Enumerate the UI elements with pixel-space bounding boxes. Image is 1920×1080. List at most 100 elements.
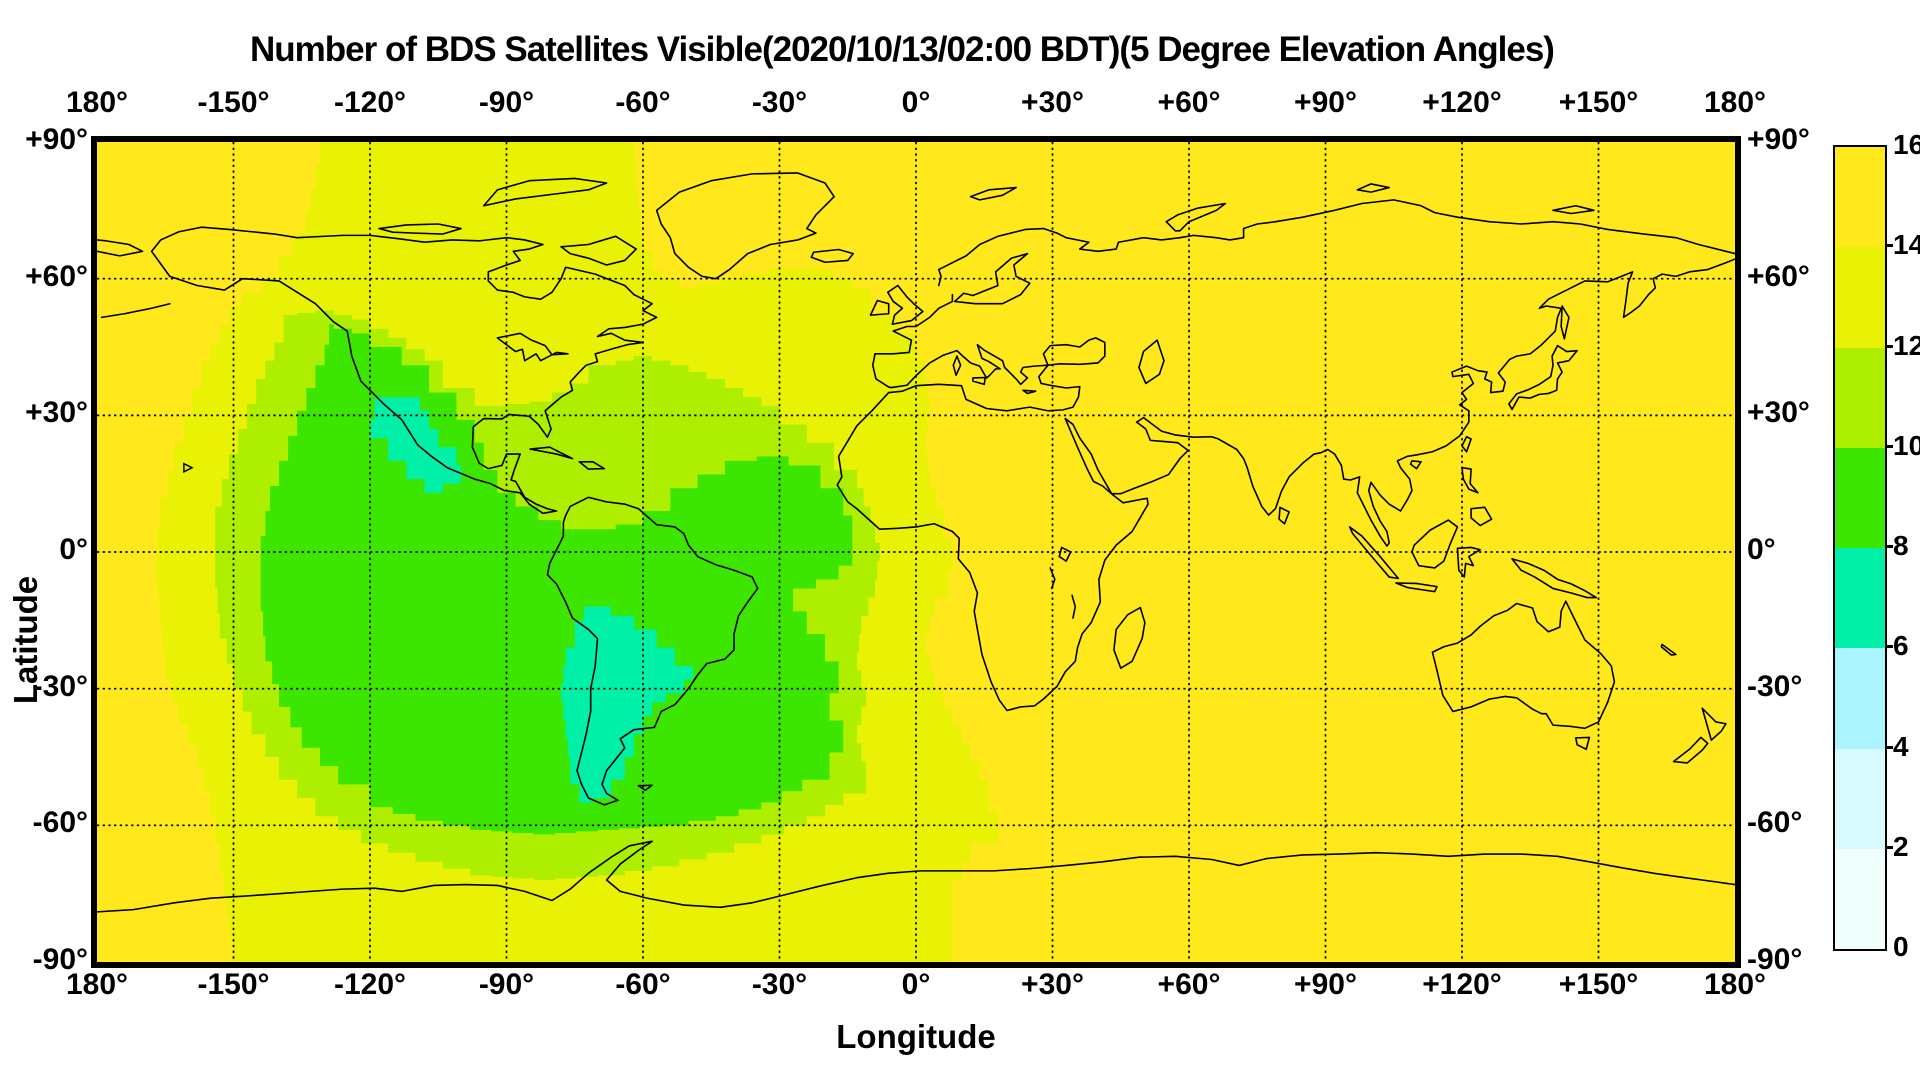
- lon-tick-top: +30°: [1021, 86, 1084, 119]
- colorbar-tick-label: 8: [1893, 530, 1909, 561]
- coastline: [97, 840, 1735, 913]
- coastline: [869, 299, 890, 316]
- colorbar-tick-label: 16: [1893, 129, 1920, 160]
- coastline: [1411, 519, 1459, 569]
- lon-tick-top: -120°: [333, 86, 407, 119]
- coastline: [810, 248, 855, 264]
- chart-title: Number of BDS Satellites Visible(2020/10…: [250, 30, 1555, 69]
- colorbar-segment-12-14: [1835, 247, 1885, 348]
- colorbar-tick-mark: [1885, 845, 1893, 849]
- colorbar-segment-14-16: [1835, 147, 1885, 248]
- y-axis-title: Latitude: [7, 575, 44, 705]
- lon-tick-bottom: +60°: [1157, 968, 1221, 1001]
- lon-tick-top: +90°: [1294, 86, 1357, 119]
- coastline: [969, 186, 1017, 201]
- x-axis-title: Longitude: [836, 1018, 996, 1055]
- coastline: [1461, 466, 1479, 494]
- coastline: [378, 223, 462, 235]
- lon-tick-top: -60°: [615, 86, 671, 119]
- lon-tick-top: -150°: [197, 86, 270, 119]
- colorbar-tick-label: 14: [1893, 229, 1920, 261]
- lon-tick-top: +60°: [1157, 86, 1221, 119]
- coastline: [1660, 643, 1677, 656]
- lon-tick-top: 180°: [1703, 86, 1767, 119]
- coastline: [150, 226, 658, 515]
- lon-tick-top: -90°: [478, 86, 535, 119]
- heatmap-band-6-8: [561, 606, 694, 803]
- coastline: [1511, 558, 1598, 599]
- coastline: [953, 252, 1031, 305]
- coastline: [1278, 506, 1290, 525]
- coastline: [1071, 594, 1077, 619]
- coastline: [1113, 606, 1146, 669]
- colorbar-tick-mark: [1885, 645, 1893, 649]
- colorbar-segment-0-2: [1835, 848, 1885, 949]
- coastline: [1409, 460, 1422, 470]
- colorbar-segment-2-4: [1835, 748, 1885, 849]
- lat-tick-right: -30°: [1747, 669, 1803, 703]
- coastline: [1552, 204, 1595, 215]
- coastline: [1022, 389, 1037, 395]
- lon-tick-bottom: -30°: [751, 968, 808, 1001]
- lat-tick-left: +30°: [25, 396, 88, 430]
- lat-tick-right: +60°: [1747, 259, 1810, 293]
- lon-tick-bottom: -150°: [197, 968, 270, 1001]
- coastline: [1461, 435, 1472, 453]
- colorbar-tick-label: 4: [1893, 730, 1909, 762]
- lon-tick-top: -30°: [751, 86, 808, 119]
- coastline: [1049, 567, 1056, 590]
- coastline: [1058, 546, 1072, 562]
- coastline: [546, 496, 759, 806]
- lat-tick-left: -90°: [32, 943, 88, 976]
- lon-tick-bottom: +120°: [1422, 968, 1502, 1001]
- colorbar-segment-6-8: [1835, 548, 1885, 649]
- colorbar-tick-label: 6: [1893, 630, 1909, 662]
- lat-tick-left: 0°: [59, 533, 88, 566]
- lon-tick-bottom: +90°: [1294, 968, 1357, 1001]
- colorbar-segment-10-12: [1835, 347, 1885, 448]
- lon-tick-top: +120°: [1422, 86, 1502, 119]
- lon-tick-top: +150°: [1558, 86, 1639, 119]
- coastline: [952, 355, 962, 377]
- coastline: [1165, 202, 1227, 232]
- lat-tick-right: +30°: [1747, 396, 1810, 430]
- colorbar-tick-mark: [1885, 545, 1893, 548]
- coastline: [1560, 305, 1570, 340]
- colorbar-segment-4-6: [1835, 648, 1885, 749]
- coastline: [1356, 183, 1390, 193]
- coastline: [637, 784, 653, 792]
- coastline: [496, 332, 569, 362]
- map-frame: [91, 136, 1741, 968]
- lat-tick-right: 0°: [1747, 533, 1776, 566]
- lon-tick-bottom: -90°: [478, 968, 535, 1001]
- colorbar-segment-8-10: [1835, 447, 1885, 548]
- lon-tick-bottom: 180°: [1703, 968, 1767, 1001]
- colorbar-tick-label: 10: [1893, 429, 1920, 461]
- world-map: [97, 142, 1735, 962]
- colorbar-tick-mark: [1885, 344, 1893, 348]
- coastline: [1348, 526, 1400, 580]
- lon-tick-bottom: -60°: [615, 968, 671, 1001]
- coastline: [578, 461, 606, 470]
- lat-tick-left: +90°: [25, 123, 88, 156]
- lon-tick-top: 180°: [65, 86, 129, 119]
- coastline: [97, 239, 144, 257]
- lon-tick-bottom: 0°: [901, 968, 931, 1001]
- coastline: [836, 258, 1735, 712]
- lon-tick-bottom: +30°: [1021, 968, 1084, 1001]
- lon-tick-bottom: -120°: [333, 968, 407, 1001]
- coastline: [1470, 506, 1493, 527]
- coastline: [482, 177, 608, 207]
- lon-tick-bottom: 180°: [65, 968, 129, 1001]
- lon-tick-bottom: +150°: [1558, 968, 1639, 1001]
- heatmap-band-6-8: [370, 397, 461, 493]
- colorbar-tick-mark: [1885, 745, 1893, 749]
- coastline: [1574, 736, 1591, 751]
- coastline: [529, 446, 574, 460]
- lat-tick-left: +60°: [25, 259, 88, 293]
- colorbar-tick-label: 2: [1893, 830, 1909, 862]
- colorbar: [1833, 145, 1887, 951]
- colorbar-tick-label: 0: [1893, 931, 1909, 962]
- coastline: [937, 199, 1735, 287]
- coastline: [1431, 600, 1616, 730]
